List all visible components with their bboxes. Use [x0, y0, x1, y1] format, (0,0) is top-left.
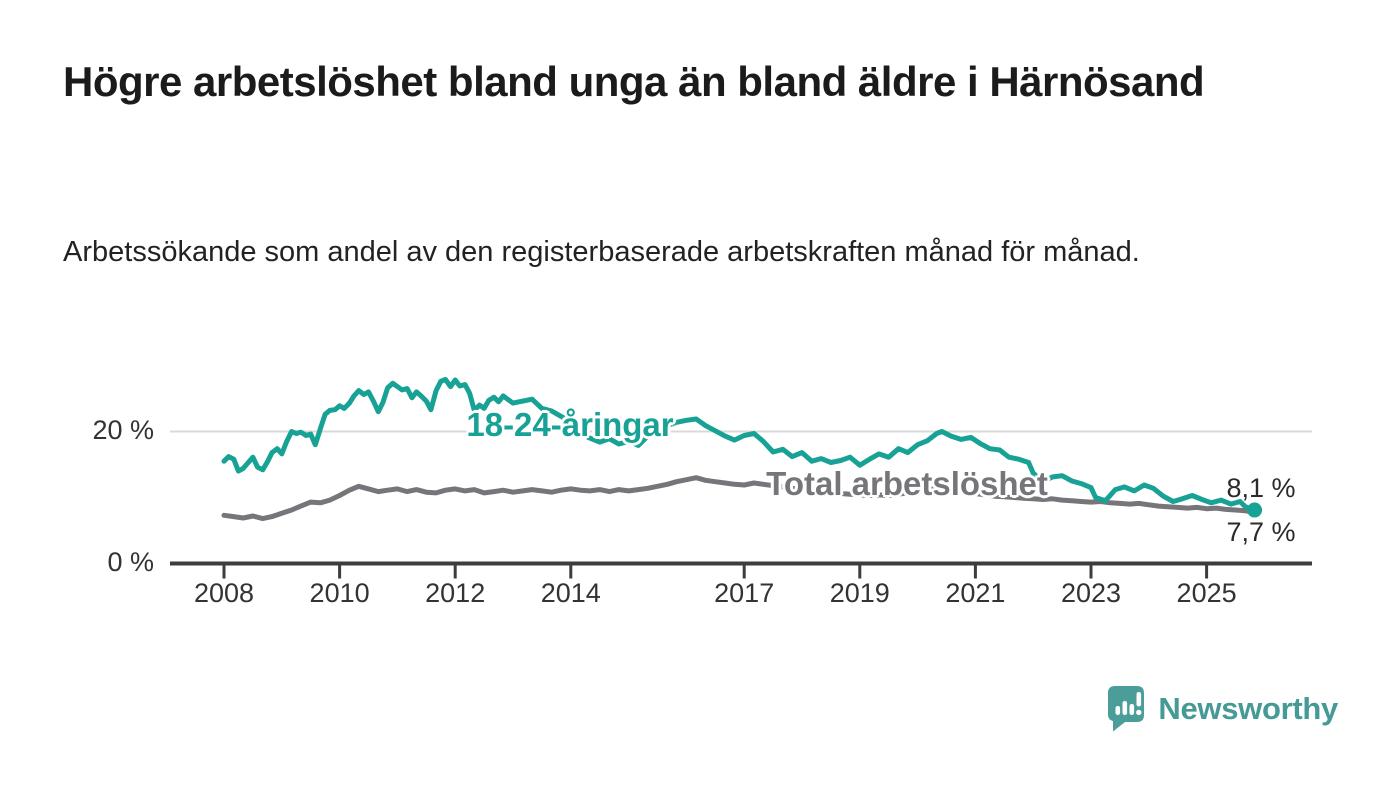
newsworthy-wordmark: Newsworthy: [1158, 691, 1338, 726]
end-point-marker: [1247, 502, 1263, 518]
x-tick-label: 2008: [193, 578, 255, 608]
y-tick-label: 0 %: [107, 546, 154, 577]
x-tick-label: 2010: [309, 578, 370, 608]
x-tick-label: 2023: [1060, 578, 1122, 608]
series-label-total: Total arbetslöshet: [766, 465, 1048, 502]
end-value-total: 7,7 %: [1226, 517, 1296, 547]
x-tick-label: 2019: [829, 578, 890, 608]
x-tick-label: 2014: [540, 578, 601, 608]
x-tick-label: 2025: [1176, 578, 1237, 608]
newsworthy-logo: Newsworthy: [1106, 684, 1338, 734]
newsworthy-bubble-chart-icon: [1108, 686, 1145, 732]
youth-line: [221, 376, 1258, 513]
total-line: [221, 475, 1258, 522]
x-tick-label: 2017: [714, 578, 775, 608]
series-label-youth: 18-24-åringar: [466, 406, 674, 443]
x-tick-label: 2021: [945, 578, 1006, 608]
x-tick-label: 2012: [425, 578, 486, 608]
page-title: Högre arbetslöshet bland unga än bland ä…: [63, 58, 1205, 105]
page-subtitle: Arbetssökande som andel av den registerb…: [63, 236, 1140, 268]
end-value-youth: 8,1 %: [1226, 473, 1296, 503]
y-tick-label: 20 %: [92, 414, 154, 445]
